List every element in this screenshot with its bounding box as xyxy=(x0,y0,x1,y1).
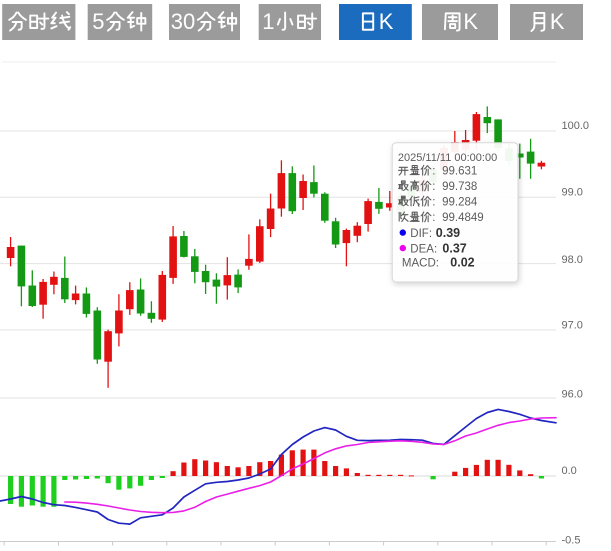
svg-text:5: 5 xyxy=(92,9,104,34)
svg-text:1: 1 xyxy=(262,9,274,34)
svg-text:K: K xyxy=(379,9,394,34)
svg-text:96.0: 96.0 xyxy=(562,389,583,401)
svg-text:K: K xyxy=(550,9,565,34)
svg-text:DEA:: DEA: xyxy=(410,243,437,255)
svg-text:97.0: 97.0 xyxy=(562,320,583,332)
svg-text:DIF:: DIF: xyxy=(410,228,432,240)
svg-text::: : xyxy=(432,166,435,178)
svg-text:0.02: 0.02 xyxy=(450,256,474,270)
svg-text::: : xyxy=(432,196,435,208)
svg-text:99.738: 99.738 xyxy=(442,181,477,193)
svg-text:99.0: 99.0 xyxy=(562,186,583,198)
svg-text:0.39: 0.39 xyxy=(436,226,460,240)
svg-text:0.37: 0.37 xyxy=(442,241,466,255)
svg-text:30: 30 xyxy=(171,9,195,34)
svg-text:100.0: 100.0 xyxy=(562,120,590,132)
svg-text:99.631: 99.631 xyxy=(442,166,477,178)
svg-text:MACD:: MACD: xyxy=(402,258,439,270)
svg-text:0.0: 0.0 xyxy=(562,465,577,477)
svg-text::: : xyxy=(432,212,435,224)
svg-text:99.4849: 99.4849 xyxy=(442,212,484,224)
svg-text::: : xyxy=(432,181,435,193)
svg-text:2025/11/11 00:00:00: 2025/11/11 00:00:00 xyxy=(398,152,497,164)
svg-text:98.0: 98.0 xyxy=(562,254,583,266)
svg-text:K: K xyxy=(463,9,478,34)
svg-text:-0.5: -0.5 xyxy=(562,535,581,547)
svg-text:99.284: 99.284 xyxy=(442,196,478,208)
